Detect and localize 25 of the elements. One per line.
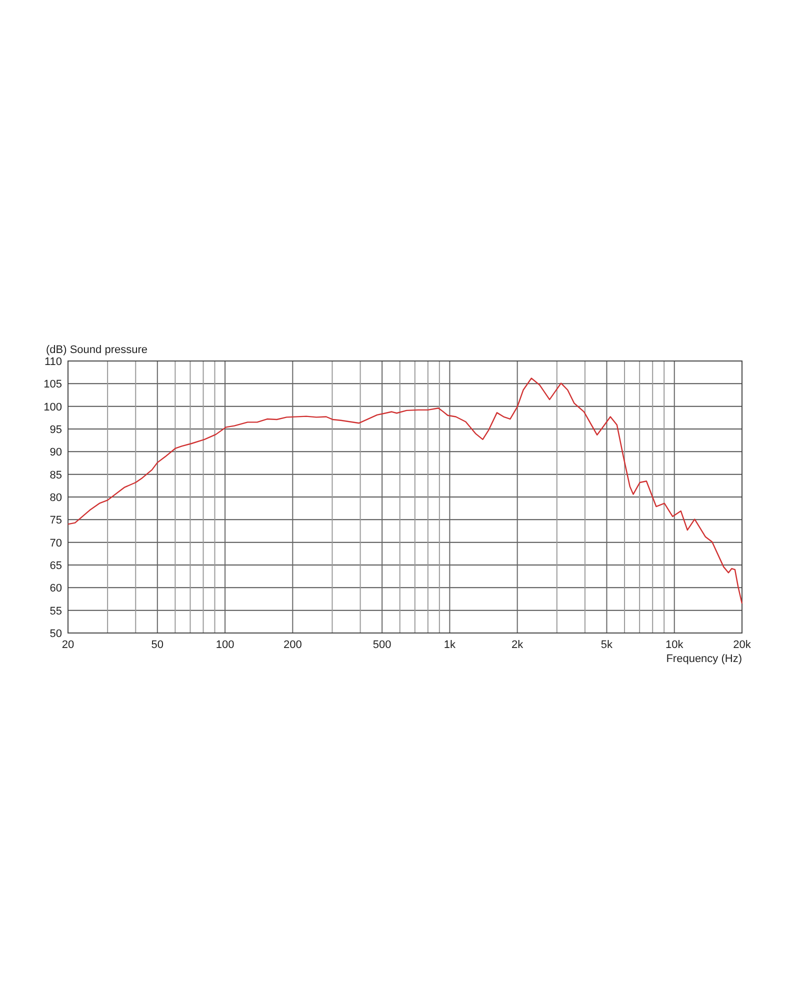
x-tick-label: 5k [600, 639, 614, 651]
y-tick-label: 55 [50, 605, 62, 618]
x-tick-label: 2k [512, 639, 524, 651]
y-tick-label: 110 [44, 356, 62, 368]
x-tick-label: 100 [216, 639, 234, 651]
x-tick-label: 200 [283, 639, 302, 651]
x-tick-label: 10k [665, 639, 684, 651]
y-tick-label: 60 [50, 582, 62, 595]
x-tick-label: 50 [151, 639, 164, 651]
x-tick-label: 1k [444, 639, 456, 651]
x-axis-title: Frequency (Hz) [666, 653, 742, 665]
y-tick-label: 65 [50, 560, 62, 572]
x-tick-label: 20k [733, 639, 752, 651]
y-tick-label: 70 [50, 537, 62, 550]
x-tick-label: 20 [62, 639, 74, 651]
y-axis-title: (dB) Sound pressure [46, 344, 148, 356]
y-tick-label: 105 [44, 378, 62, 391]
y-tick-label: 50 [50, 628, 62, 640]
y-tick-label: 75 [50, 514, 62, 527]
x-tick-label: 500 [372, 639, 392, 651]
y-tick-label: 95 [50, 424, 62, 436]
y-tick-label: 80 [50, 492, 62, 504]
y-tick-label: 85 [50, 469, 62, 482]
y-tick-label: 100 [44, 401, 62, 414]
y-tick-label: 90 [50, 446, 62, 459]
